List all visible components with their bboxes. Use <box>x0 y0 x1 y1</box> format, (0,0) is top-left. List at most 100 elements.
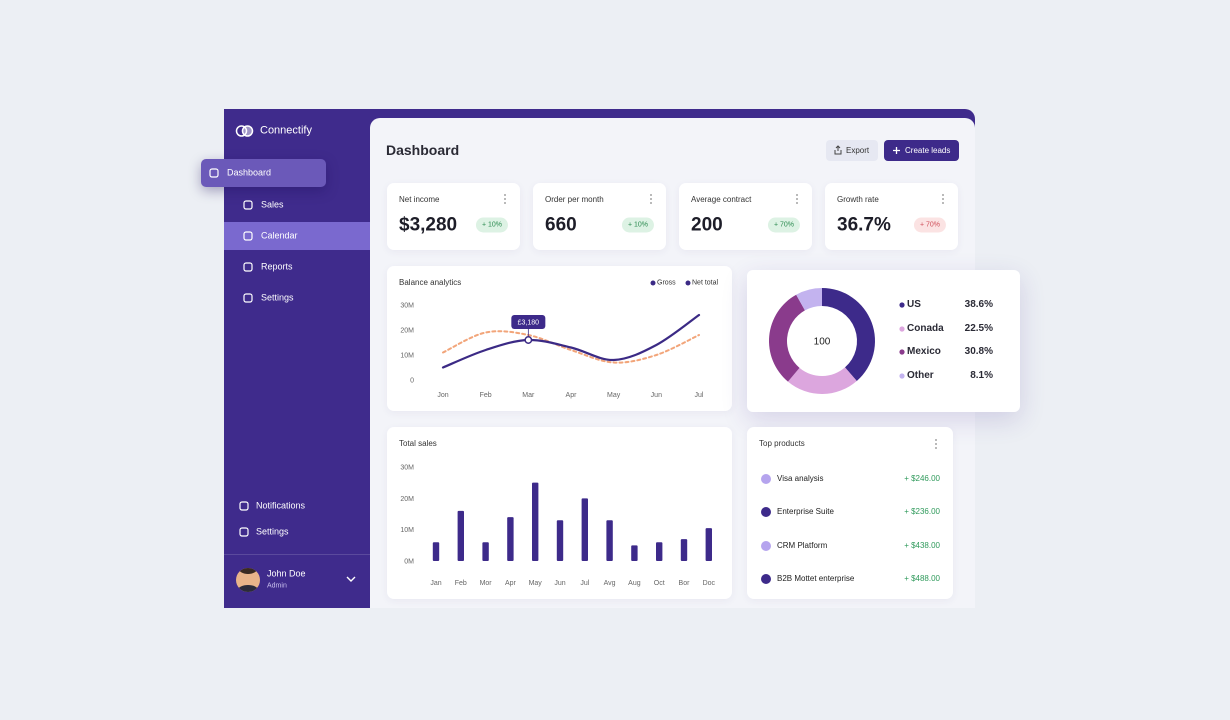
button-label: Export <box>846 145 870 155</box>
nav-active <box>201 159 326 187</box>
page-title: Dashboard <box>386 142 460 158</box>
bar <box>432 542 440 561</box>
bar <box>556 520 564 561</box>
plus-icon <box>893 147 900 154</box>
menu-dot <box>796 202 798 204</box>
menu-dot <box>942 202 944 204</box>
chart-title: Total sales <box>399 439 437 448</box>
legend-label: Mexico <box>907 346 941 357</box>
x-tick-label: May <box>607 392 621 399</box>
icon-shape <box>239 501 249 511</box>
product-name[interactable]: B2B Mottet enterprise <box>777 574 855 583</box>
stat-label: Order per month <box>545 195 604 204</box>
nav-item[interactable]: Calendar <box>261 230 298 241</box>
menu-dot <box>796 194 798 196</box>
footer-nav-item[interactable]: Notifications <box>256 500 306 511</box>
nav-item[interactable]: Dashboard <box>227 167 272 178</box>
x-tick-label: Jun <box>554 580 565 587</box>
chart-title: Balance analytics <box>399 278 462 287</box>
nav-icon <box>239 527 249 537</box>
y-tick-label: 10M <box>400 527 414 534</box>
footer-nav-item[interactable]: Settings <box>256 526 289 537</box>
donut-segment <box>769 294 805 382</box>
x-tick-label: Jul <box>580 580 589 587</box>
more-menu <box>504 194 506 204</box>
line-chart: 0 10M 20M 30M Jon Feb Mar Apr May Jun Jul £3,180 <box>400 303 704 400</box>
balance-card: Balance analytics Gross Net total 0 10M 20M 30… <box>387 266 732 411</box>
product-amount: + $246.00 <box>904 474 940 483</box>
menu-dot <box>650 194 652 196</box>
nav-icon <box>243 200 253 210</box>
legend-dot <box>899 302 905 308</box>
menu-dot <box>504 198 506 200</box>
legend-value: 38.6% <box>964 299 993 310</box>
stat-card: Average contract 200 + 70% <box>679 183 812 250</box>
icon-shape <box>834 145 842 155</box>
nav-icon <box>243 231 253 241</box>
menu-dot <box>504 194 506 196</box>
x-tick-label: Aug <box>628 580 641 587</box>
x-tick-label: Apr <box>505 580 517 587</box>
stat-card: Growth rate 36.7% + 70% <box>825 183 958 250</box>
y-tick-label: 30M <box>400 465 414 472</box>
nav-item[interactable]: Reports <box>261 261 293 272</box>
product-name[interactable]: CRM Platform <box>777 541 828 550</box>
legend-value: 22.5% <box>964 323 993 334</box>
nav-item[interactable]: Sales <box>261 199 284 210</box>
menu-dot <box>935 439 937 441</box>
product-dot <box>761 541 771 551</box>
logo-ring <box>241 125 254 137</box>
icon-shape <box>243 231 253 241</box>
legend-dot <box>899 326 905 332</box>
nav-selected-row <box>224 222 370 250</box>
icon-shape <box>243 262 253 272</box>
bar <box>532 482 539 561</box>
tooltip-label: £3,180 <box>518 320 540 327</box>
legend-marker <box>650 280 656 286</box>
x-tick-label: Mar <box>522 392 535 399</box>
export-icon <box>834 145 842 155</box>
stat-card: Order per month 660 + 10% <box>533 183 666 250</box>
x-tick-label: Feb <box>480 392 492 399</box>
x-tick-label: Jun <box>651 392 662 399</box>
x-tick-label: Jul <box>695 392 704 399</box>
icon-shape <box>209 168 219 178</box>
donut-segment <box>787 367 857 394</box>
nav-item[interactable]: Settings <box>261 292 294 303</box>
product-icon <box>761 574 771 584</box>
nav-icon <box>239 501 249 511</box>
donut-segment <box>796 288 822 311</box>
donut-chart: 100 <box>769 288 905 394</box>
bar <box>631 545 638 561</box>
user-name: John Doe <box>267 568 306 579</box>
icon-shape <box>243 293 253 303</box>
product-amount: + $438.00 <box>904 541 940 550</box>
product-name[interactable]: Enterprise Suite <box>777 507 834 516</box>
product-name[interactable]: Visa analysis <box>777 474 824 483</box>
sales-card: Total sales 0M 10M 20M 30M Jan Feb Mor Apr May Jun… <box>387 427 732 599</box>
bar <box>581 498 588 561</box>
legend-label: Net total <box>692 279 719 287</box>
export-button[interactable]: Export <box>826 140 878 161</box>
stat-change: + 70% <box>913 217 946 233</box>
product-icon <box>761 474 771 484</box>
product-dot <box>761 474 771 484</box>
create-leads-button[interactable]: Create leads <box>884 140 959 161</box>
more-menu <box>935 439 937 449</box>
y-tick-label: 20M <box>400 328 414 335</box>
menu-dot <box>942 198 944 200</box>
avatar-hair <box>239 568 257 574</box>
x-tick-label: Mor <box>480 580 493 587</box>
y-tick-label: 0M <box>404 559 414 566</box>
legend-dot <box>650 280 656 286</box>
menu-dot <box>935 443 937 445</box>
icon-shape <box>243 200 253 210</box>
legend-dot <box>685 280 691 286</box>
icon-shape <box>239 527 249 537</box>
nav-icon <box>209 168 219 178</box>
avatar-shirt <box>238 585 258 592</box>
menu-dot <box>796 198 798 200</box>
avatar <box>236 568 260 592</box>
stat-card: Net income $3,280 + 10% <box>387 183 520 250</box>
legend-dot <box>899 349 905 355</box>
